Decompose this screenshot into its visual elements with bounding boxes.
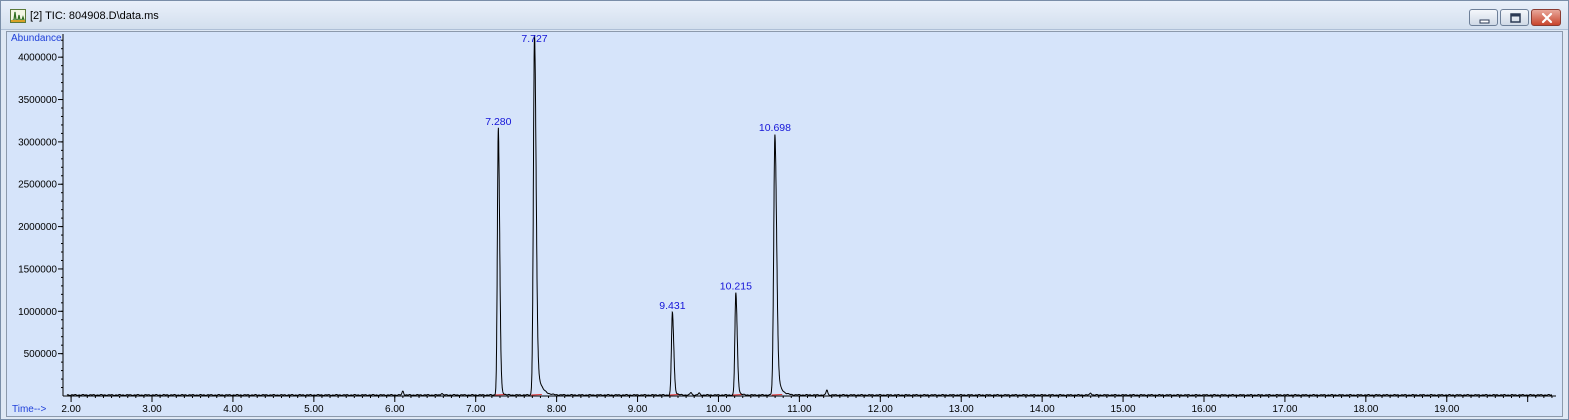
peak-baseline [669, 394, 680, 396]
y-axis-title: Abundance [11, 33, 62, 44]
x-tick-label: 4.00 [223, 404, 243, 415]
x-axis: 2.00 3.00 4.00 5.00 6.00 7.00 8.00 9.00 10.00 11.… [61, 395, 1556, 415]
x-tick-label: 7.00 [466, 404, 486, 415]
x-tick-label: 13.00 [949, 404, 974, 415]
y-tick-label: 1500000 [18, 264, 57, 275]
minimize-button[interactable] [1469, 9, 1498, 26]
x-tick-label: 11.00 [787, 404, 812, 415]
peak-label: 7.727 [521, 33, 547, 45]
y-tick-label: 4000000 [18, 53, 57, 64]
peak-label: 10.215 [720, 281, 752, 293]
chromatogram-app-icon [10, 9, 26, 23]
y-tick-label: 1000000 [18, 307, 57, 318]
peak-label: 9.431 [659, 300, 685, 312]
x-tick-label: 5.00 [304, 404, 324, 415]
peak-baseline [531, 394, 542, 396]
title-bar[interactable]: [2] TIC: 804908.D\data.ms [1, 1, 1568, 30]
x-tick-label: 15.00 [1111, 404, 1136, 415]
x-tick-label: 19.00 [1434, 404, 1459, 415]
x-tick-label: 9.00 [628, 404, 648, 415]
x-tick-label: 18.00 [1353, 404, 1378, 415]
close-button[interactable] [1531, 9, 1561, 26]
y-tick-label: 3000000 [18, 137, 57, 148]
y-tick-label: 500000 [24, 349, 58, 360]
peak-baseline [771, 394, 783, 396]
x-axis-title: Time--> [12, 404, 47, 415]
close-icon [1541, 12, 1553, 24]
tic-chromatogram-chart[interactable]: 500000 1000000 1500000 2000000 2500000 300000… [7, 32, 1562, 416]
minimize-icon [1479, 19, 1490, 24]
peak-label: 7.280 [485, 116, 511, 128]
maximize-button[interactable] [1500, 9, 1529, 26]
peak-labels: 7.280 7.727 9.431 10.215 10.698 [485, 33, 791, 312]
x-tick-label: 14.00 [1030, 404, 1055, 415]
x-tick-label: 10.00 [706, 404, 731, 415]
y-tick-label: 2500000 [18, 180, 57, 191]
x-tick-label: 17.00 [1272, 404, 1297, 415]
x-tick-label: 12.00 [868, 404, 893, 415]
y-tick-label: 3500000 [18, 95, 57, 106]
plot-area[interactable]: 500000 1000000 1500000 2000000 2500000 300000… [6, 31, 1563, 417]
x-tick-label: 2.00 [61, 404, 81, 415]
y-axis: 500000 1000000 1500000 2000000 2500000 300000… [18, 34, 64, 396]
maximize-icon [1510, 13, 1521, 23]
window-title: [2] TIC: 804908.D\data.ms [30, 10, 159, 22]
x-tick-label: 16.00 [1191, 404, 1216, 415]
x-tick-label: 6.00 [385, 404, 405, 415]
peak-label: 10.698 [759, 122, 791, 134]
x-tick-label: 8.00 [547, 404, 567, 415]
tic-trace [66, 35, 1552, 397]
y-tick-label: 2000000 [18, 222, 57, 233]
x-tick-label: 3.00 [142, 404, 162, 415]
